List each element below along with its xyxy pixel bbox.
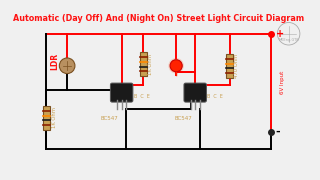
Text: 1K Ohm: 1K Ohm xyxy=(148,53,153,75)
Text: Automatic (Day Off) And (Night On) Street Light Circuit Diagram: Automatic (Day Off) And (Night On) Stree… xyxy=(13,14,304,23)
Circle shape xyxy=(170,60,182,72)
Text: 1K Ohm: 1K Ohm xyxy=(52,107,57,128)
Text: B  C  E: B C E xyxy=(134,94,150,99)
Text: B  C  E: B C E xyxy=(207,94,223,99)
FancyBboxPatch shape xyxy=(140,52,147,76)
FancyBboxPatch shape xyxy=(184,83,206,102)
Text: 6V Input: 6V Input xyxy=(280,71,285,94)
Circle shape xyxy=(168,58,184,74)
FancyBboxPatch shape xyxy=(110,83,133,102)
Text: BC547: BC547 xyxy=(101,116,118,121)
Text: BC547: BC547 xyxy=(174,116,192,121)
Text: LDR: LDR xyxy=(51,53,60,70)
FancyBboxPatch shape xyxy=(43,106,50,130)
Circle shape xyxy=(59,58,75,74)
Text: +: + xyxy=(276,29,284,39)
Text: 470 Ohm: 470 Ohm xyxy=(234,54,239,78)
Text: MKEng-GTR: MKEng-GTR xyxy=(278,38,299,42)
Text: -: - xyxy=(276,127,280,137)
FancyBboxPatch shape xyxy=(226,54,233,78)
